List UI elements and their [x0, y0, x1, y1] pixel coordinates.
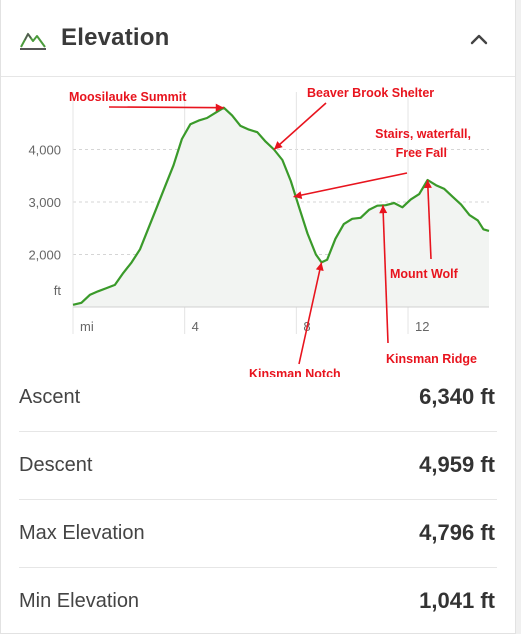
- x-tick-label: 12: [415, 319, 429, 334]
- panel-title: Elevation: [61, 24, 170, 51]
- stat-label: Min Elevation: [19, 590, 140, 612]
- annotation-arrow: [273, 102, 327, 151]
- panel-header[interactable]: Elevation: [1, 0, 515, 77]
- chevron-up-icon[interactable]: [463, 24, 495, 56]
- annotation-label: Mount Wolf: [390, 267, 459, 281]
- annotation-label: Stairs, waterfall,: [375, 127, 471, 141]
- stat-ascent: Ascent 6,340 ft: [19, 364, 497, 432]
- annotation-arrowhead: [293, 191, 303, 200]
- annotation-arrow: [426, 179, 432, 260]
- stat-value: 4,796 ft: [419, 520, 495, 545]
- annotation-label: Free Fall: [396, 146, 447, 160]
- stat-descent: Descent 4,959 ft: [19, 432, 497, 500]
- annotation-arrowhead: [274, 141, 283, 150]
- annotation-arrow: [293, 172, 408, 198]
- annotation-arrowhead: [423, 179, 432, 189]
- stat-min-elevation: Min Elevation 1,041 ft: [19, 568, 497, 635]
- stat-value: 4,959 ft: [419, 452, 495, 477]
- stat-label: Ascent: [19, 386, 81, 408]
- stat-max-elevation: Max Elevation 4,796 ft: [19, 500, 497, 568]
- annotation-arrow: [108, 106, 224, 109]
- annotation-arrowhead: [315, 262, 324, 272]
- annotation-arrow: [382, 205, 389, 344]
- stat-value: 1,041 ft: [419, 588, 495, 613]
- mountain-icon: [20, 32, 46, 50]
- stats-list: Ascent 6,340 ft Descent 4,959 ft Max Ele…: [19, 364, 497, 635]
- stat-value: 6,340 ft: [419, 384, 495, 409]
- y-tick-label: 2,000: [28, 248, 61, 263]
- annotation-label: Kinsman Ridge: [386, 352, 477, 366]
- y-tick-label: 4,000: [28, 143, 61, 158]
- annotation-label: Moosilauke Summit: [69, 90, 187, 104]
- x-tick-label: mi: [80, 319, 94, 334]
- x-tick-label: 4: [192, 319, 199, 334]
- annotation-arrowhead: [215, 103, 224, 112]
- annotation-arrow: [298, 262, 323, 365]
- scrollbar-track[interactable]: [516, 0, 521, 634]
- annotation-arrowhead: [379, 205, 388, 214]
- stat-label: Max Elevation: [19, 522, 145, 544]
- elevation-line: [72, 106, 490, 306]
- annotation-label: Beaver Brook Shelter: [307, 86, 434, 100]
- y-tick-label: ft: [54, 283, 62, 298]
- stat-label: Descent: [19, 454, 93, 476]
- y-tick-label: 3,000: [28, 195, 61, 210]
